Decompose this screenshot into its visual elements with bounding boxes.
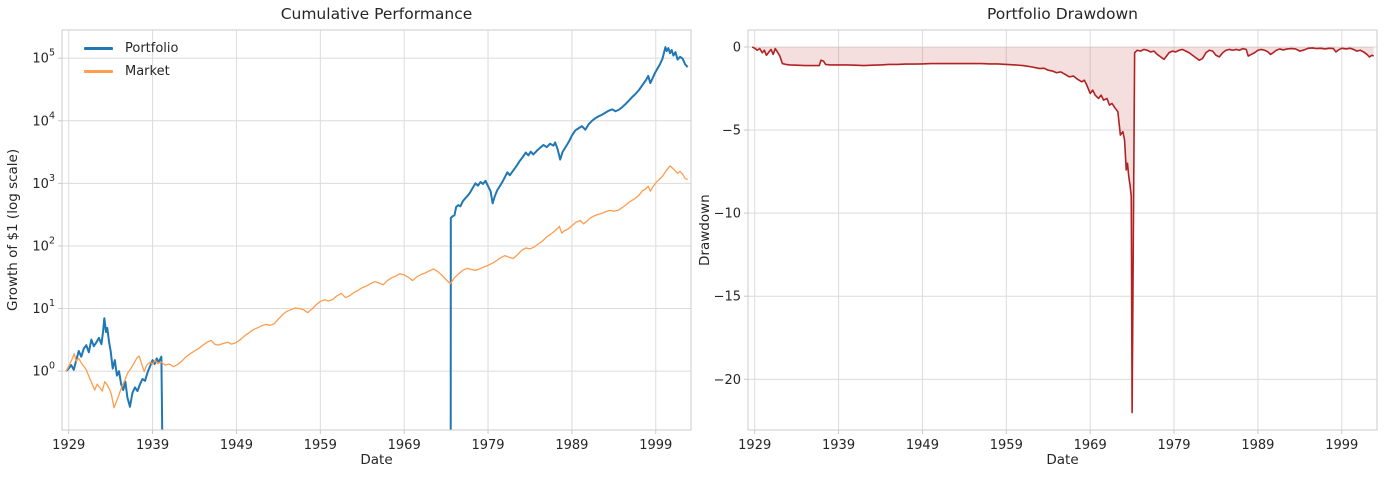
x-tick-label: 1979 [471, 438, 504, 453]
legend-item-market: Market [84, 60, 178, 83]
y-tick-label: 100 [32, 361, 55, 380]
x-tick-label: 1969 [388, 438, 421, 453]
y-tick-label: 105 [32, 48, 55, 67]
plot-border [61, 29, 692, 431]
drawdown-line [751, 46, 1375, 414]
market-line [65, 165, 688, 409]
x-tick-label: 1969 [1074, 438, 1107, 453]
x-tick-label: 1989 [555, 438, 588, 453]
portfolio-drawdown-plot: 1929 1939 1949 1959 1969 1979 1989 1999 0 −5 −10 −1… [714, 29, 1378, 453]
y-tick-label: 103 [32, 173, 55, 192]
x-tick-label: 1939 [822, 438, 855, 453]
x-tick-label: 1929 [738, 438, 771, 453]
legend-item-portfolio: Portfolio [84, 37, 178, 60]
legend: Portfolio Market [84, 37, 178, 83]
legend-label-market: Market [125, 64, 170, 79]
y-tick-label: −5 [722, 124, 741, 139]
x-tick-label: 1999 [639, 438, 672, 453]
y-tick-label: 0 [733, 40, 741, 55]
x-tick-label: 1979 [1157, 438, 1190, 453]
drawdown-fill-area [752, 46, 1374, 413]
y-tick-label: −15 [714, 290, 741, 305]
legend-label-portfolio: Portfolio [125, 41, 179, 56]
x-tick-label: 1999 [1325, 438, 1358, 453]
cumulative-performance-plot: 1929 1939 1949 1959 1969 1979 1989 1999 100 101 10… [32, 29, 692, 453]
x-tick-label: 1949 [906, 438, 939, 453]
y-tick-label: −20 [714, 373, 741, 388]
portfolio-line [65, 317, 164, 431]
x-tick-label: 1989 [1241, 438, 1274, 453]
portfolio-line-swatch [84, 47, 113, 50]
y-tick-label: 104 [32, 110, 55, 129]
plot-border [747, 29, 1378, 431]
right-x-axis-label: Date [1046, 452, 1079, 468]
y-tick-label: 102 [32, 235, 55, 254]
x-tick-label: 1949 [220, 438, 253, 453]
market-line-swatch [84, 70, 113, 73]
portfolio-line [449, 46, 689, 431]
y-tick-label: 101 [32, 298, 55, 317]
y-tick-label: −10 [714, 207, 741, 222]
left-x-axis-label: Date [360, 452, 393, 468]
x-tick-label: 1939 [136, 438, 169, 453]
x-tick-label: 1959 [990, 438, 1023, 453]
x-tick-label: 1929 [52, 438, 85, 453]
portfolio-drawdown-title: Portfolio Drawdown [987, 5, 1138, 23]
cumulative-performance-title: Cumulative Performance [280, 5, 473, 23]
x-tick-label: 1959 [304, 438, 337, 453]
